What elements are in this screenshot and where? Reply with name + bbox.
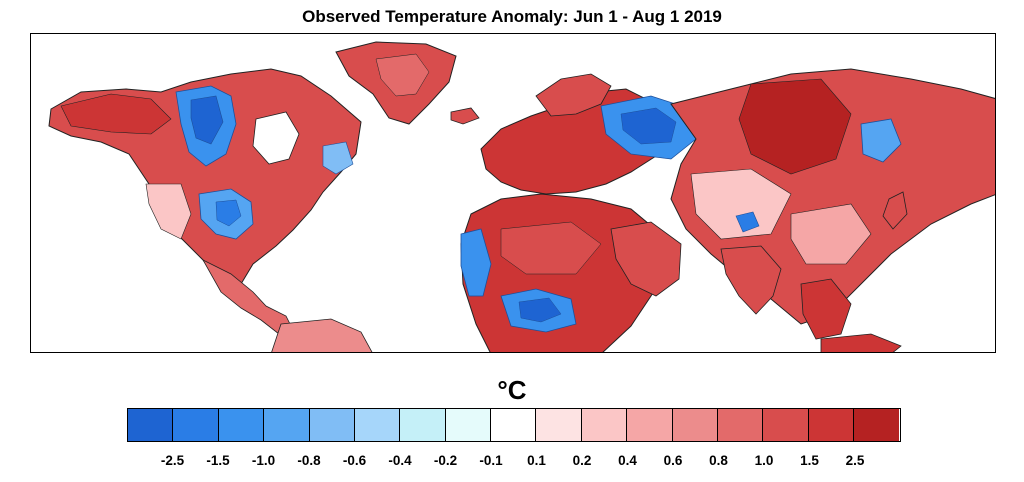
region-us-plains-cool-inner	[215, 199, 242, 227]
region-arabia	[610, 221, 682, 297]
colorbar-tick-labels: -2.5 -1.5 -1.0 -0.8 -0.6 -0.4 -0.2 -0.1 0.1 0.2 0.…	[0, 453, 1024, 473]
anomaly-map	[48, 41, 995, 352]
region-west-africa-cool	[460, 228, 492, 297]
region-east-siberia-cool	[860, 118, 902, 163]
colorbar-swatch	[763, 409, 809, 441]
colorbar-tick-label: 0.8	[709, 453, 728, 468]
map-title: Observed Temperature Anomaly: Jun 1 - Au…	[302, 7, 722, 26]
region-siberia-hot	[738, 78, 852, 175]
region-india	[720, 245, 782, 315]
colorbar-tick-label: -0.4	[388, 453, 412, 468]
colorbar-swatch	[445, 409, 491, 441]
colorbar-swatch	[491, 409, 537, 441]
region-canada-cool-inner	[190, 95, 224, 145]
colorbar-tick-label: -2.5	[160, 453, 185, 468]
colorbar-tick-label: -1.5	[206, 453, 230, 468]
colorbar-tick-label: -0.6	[342, 453, 367, 468]
colorbar	[127, 408, 901, 442]
region-us-west	[145, 183, 192, 240]
colorbar-swatch	[354, 409, 401, 441]
map-panel	[30, 33, 996, 353]
colorbar-tick-label: -0.2	[433, 453, 458, 468]
colorbar-swatch	[717, 409, 764, 441]
region-hudson-bay	[252, 111, 300, 165]
region-southeast-asia	[800, 278, 852, 340]
region-scandinavia	[535, 73, 612, 117]
region-tibet-cool	[735, 211, 760, 233]
region-russia-west-cool-inner	[620, 107, 677, 145]
colorbar-swatch	[672, 409, 718, 441]
colorbar-swatch	[536, 409, 582, 441]
region-iceland	[450, 107, 480, 125]
colorbar-swatch	[808, 409, 854, 441]
region-north-america-warm-core	[60, 93, 172, 135]
colorbar-swatch	[309, 409, 355, 441]
region-japan	[882, 191, 908, 230]
colorbar-tick-label: 1.5	[800, 453, 819, 468]
colorbar-tick-label: -0.1	[479, 453, 503, 468]
colorbar-tick-label: 0.1	[527, 453, 546, 468]
colorbar-swatch	[264, 409, 310, 441]
region-indonesia	[820, 333, 902, 352]
colorbar-swatch	[627, 409, 673, 441]
colorbar-tick-label: 0.2	[572, 453, 592, 468]
colorbar-swatch	[128, 409, 174, 441]
colorbar-swatch	[581, 409, 628, 441]
region-sahara-warm	[500, 221, 602, 275]
units-label: °C	[497, 375, 527, 405]
colorbar-swatch	[400, 409, 446, 441]
colorbar-tick-label: -0.8	[297, 453, 321, 468]
colorbar-tick-label: -1.0	[251, 453, 276, 468]
region-sahel-cool-inner	[518, 297, 562, 323]
colorbar-tick-label: 0.4	[618, 453, 637, 468]
region-greenland-core	[375, 53, 430, 97]
colorbar-tick-label: 1.0	[754, 453, 774, 468]
colorbar-tick-label: 0.6	[663, 453, 683, 468]
region-labrador-cool	[322, 141, 354, 175]
colorbar-swatch	[173, 409, 219, 441]
colorbar-swatch	[218, 409, 265, 441]
colorbar-swatch	[854, 409, 900, 441]
region-south-america	[271, 318, 373, 352]
region-china-light	[790, 203, 872, 265]
region-central-asia-light	[690, 168, 792, 240]
colorbar-tick-label: 2.5	[845, 453, 865, 468]
